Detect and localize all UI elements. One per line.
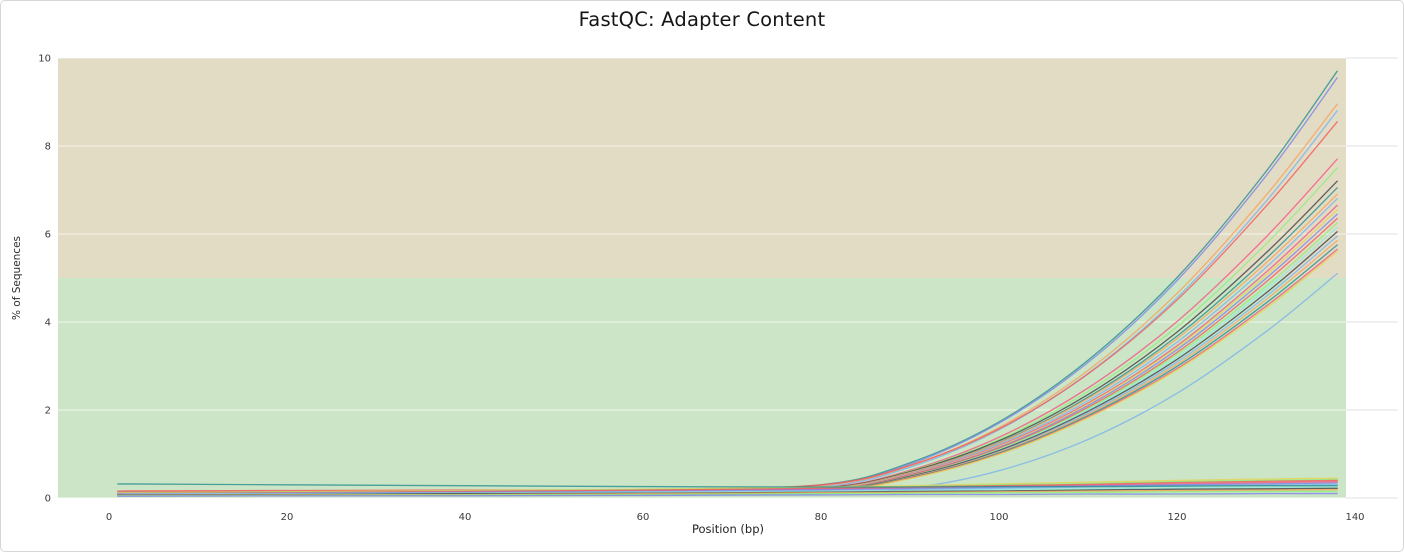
y-tick-label: 2 xyxy=(45,406,51,417)
y-tick-label: 6 xyxy=(45,230,51,241)
x-tick-label: 80 xyxy=(815,512,828,523)
y-tick-label: 10 xyxy=(38,54,51,65)
x-tick-label: 20 xyxy=(281,512,294,523)
warn-band xyxy=(58,58,1346,278)
x-tick-label: 0 xyxy=(106,512,112,523)
series-line xyxy=(117,121,1338,492)
x-tick-label: 120 xyxy=(1167,512,1186,523)
x-tick-label: 140 xyxy=(1345,512,1364,523)
x-tick-label: 60 xyxy=(637,512,650,523)
y-tick-label: 4 xyxy=(45,318,51,329)
x-tick-label: 100 xyxy=(989,512,1008,523)
pass-band xyxy=(58,278,1346,498)
y-tick-label: 8 xyxy=(45,142,51,153)
series-line xyxy=(117,483,1338,488)
y-tick-label: 0 xyxy=(45,494,51,505)
x-tick-label: 40 xyxy=(459,512,472,523)
chart-title: FastQC: Adapter Content xyxy=(578,8,826,31)
series-line xyxy=(117,492,1338,497)
x-axis-label: Position (bp) xyxy=(691,522,764,536)
